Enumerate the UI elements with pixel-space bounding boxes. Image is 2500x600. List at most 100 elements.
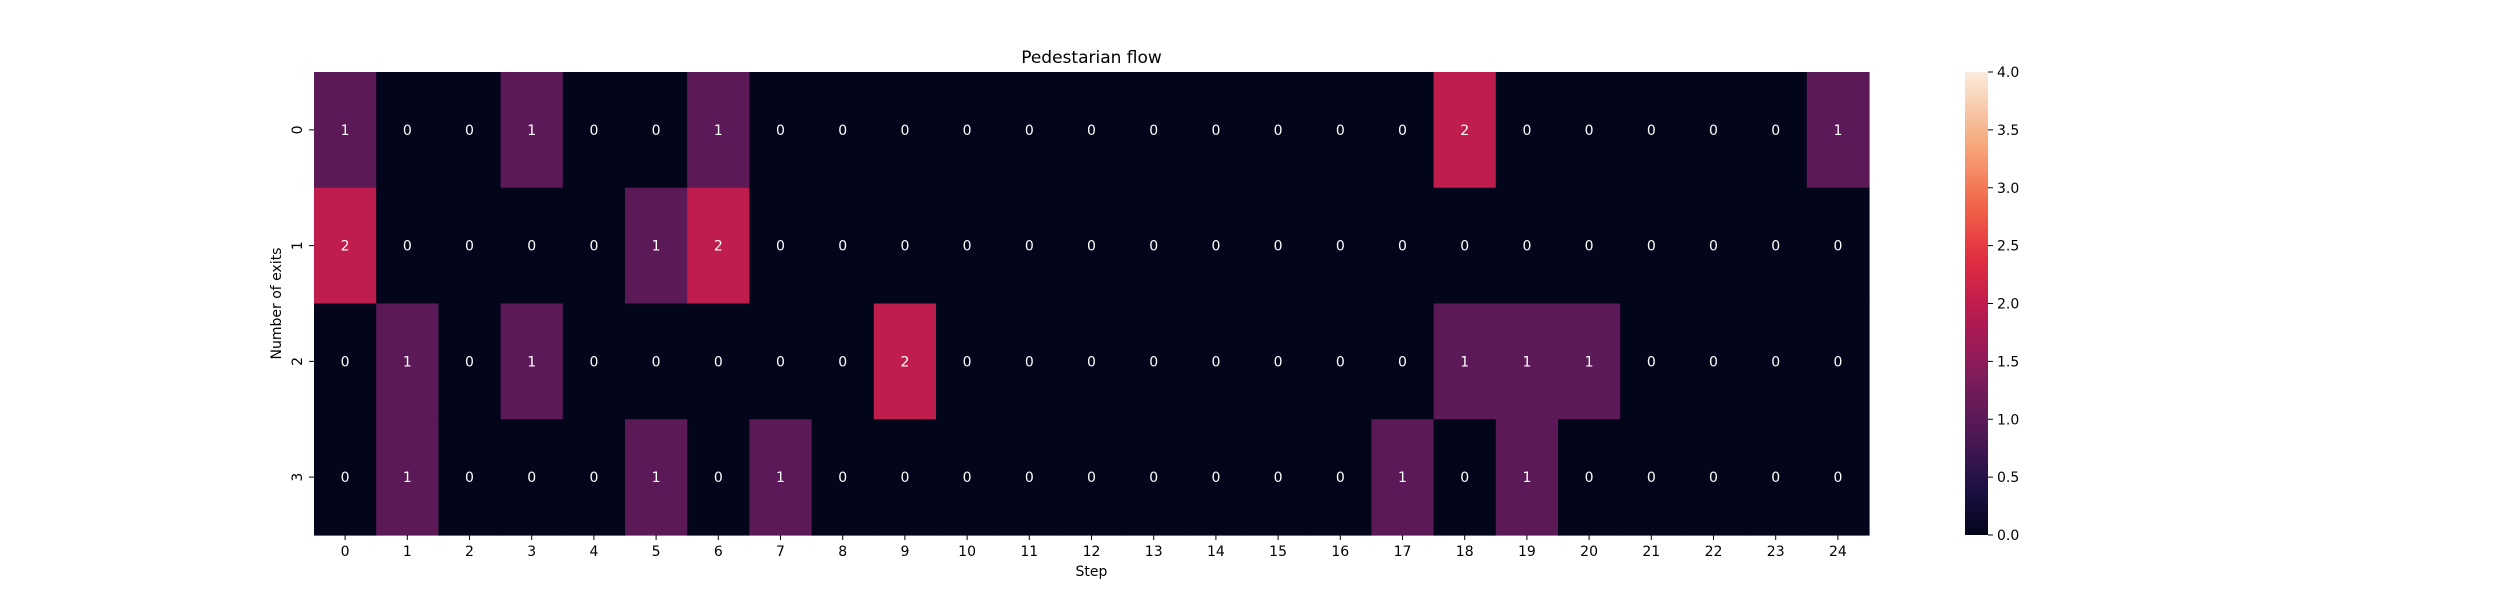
cell-value-label: 0 bbox=[1585, 470, 1594, 486]
heatmap-cell bbox=[811, 303, 875, 420]
cell-value-label: 0 bbox=[1149, 123, 1158, 139]
cell-value-label: 0 bbox=[589, 123, 598, 139]
x-tick-label: 5 bbox=[652, 544, 661, 560]
cell-value-label: 0 bbox=[1087, 239, 1096, 255]
colorbar-tick-label: 2.0 bbox=[1997, 297, 2019, 313]
y-tick-label: 0 bbox=[290, 125, 306, 134]
cell-value-label: 0 bbox=[1709, 354, 1718, 370]
heatmap-cell bbox=[438, 303, 502, 420]
heatmap-cell bbox=[1060, 303, 1124, 420]
heatmap-cell bbox=[1558, 419, 1621, 536]
heatmap-cell bbox=[1122, 72, 1186, 189]
cell-value-label: 0 bbox=[1522, 239, 1531, 255]
heatmap-cell bbox=[1806, 419, 1870, 536]
heatmap-cell bbox=[1309, 303, 1372, 420]
heatmap-cell bbox=[562, 303, 626, 420]
cell-value-label: 0 bbox=[1771, 354, 1780, 370]
cell-value-label: 0 bbox=[1709, 470, 1718, 486]
x-tick-label: 17 bbox=[1394, 544, 1412, 560]
cell-value-label: 0 bbox=[1771, 470, 1780, 486]
cell-value-label: 0 bbox=[1336, 123, 1345, 139]
cell-value-label: 0 bbox=[527, 470, 536, 486]
heatmap-cell bbox=[1558, 303, 1621, 420]
heatmap-cell bbox=[438, 419, 502, 536]
heatmap-cell bbox=[1309, 187, 1372, 305]
heatmap-cell bbox=[1184, 303, 1248, 420]
cell-value-label: 0 bbox=[963, 239, 972, 255]
heatmap-cell bbox=[625, 72, 688, 189]
colorbar-tick-label: 0.5 bbox=[1997, 470, 2019, 486]
cell-value-label: 0 bbox=[1274, 123, 1283, 139]
cell-value-label: 0 bbox=[1585, 239, 1594, 255]
x-tick-label: 12 bbox=[1083, 544, 1101, 560]
heatmap-cell bbox=[936, 72, 999, 189]
cell-value-label: 1 bbox=[652, 470, 661, 486]
heatmap-cell bbox=[687, 72, 750, 189]
chart-title: Pedestarian flow bbox=[1021, 48, 1162, 68]
cell-value-label: 0 bbox=[1647, 470, 1656, 486]
heatmap-cell bbox=[1744, 419, 1808, 536]
cell-value-label: 1 bbox=[1460, 354, 1469, 370]
heatmap-cell bbox=[500, 303, 564, 420]
heatmap-cell bbox=[749, 72, 813, 189]
heatmap-cell bbox=[1682, 419, 1746, 536]
heatmap-cell bbox=[936, 303, 999, 420]
heatmap-cell bbox=[998, 72, 1061, 189]
heatmap-cell bbox=[1309, 72, 1372, 189]
colorbar-ticks: 0.0 0.5 1.0 1.5 2.0 2.5 3.0 3.5 4.0 bbox=[1988, 65, 2019, 544]
x-tick-label: 2 bbox=[465, 544, 474, 560]
heatmap-cell bbox=[314, 303, 377, 420]
x-tick-label: 4 bbox=[589, 544, 598, 560]
heatmap-cell bbox=[998, 419, 1061, 536]
cell-value-label: 1 bbox=[403, 470, 412, 486]
heatmap-cell bbox=[1433, 419, 1497, 536]
cell-value-label: 2 bbox=[714, 239, 723, 255]
cell-value-label: 1 bbox=[1522, 354, 1531, 370]
x-tick-label: 13 bbox=[1145, 544, 1163, 560]
cell-value-label: 0 bbox=[341, 470, 350, 486]
cell-value-label: 0 bbox=[341, 354, 350, 370]
cell-value-label: 0 bbox=[776, 239, 785, 255]
cell-value-label: 0 bbox=[1460, 239, 1469, 255]
cell-value-label: 0 bbox=[838, 354, 847, 370]
x-tick-label: 3 bbox=[527, 544, 536, 560]
cell-value-label: 0 bbox=[465, 123, 474, 139]
cell-value-label: 0 bbox=[1647, 354, 1656, 370]
colorbar-tick-label: 3.5 bbox=[1997, 123, 2019, 139]
cell-value-label: 1 bbox=[527, 354, 536, 370]
heatmap-cell bbox=[1247, 419, 1310, 536]
cell-value-label: 0 bbox=[1833, 239, 1842, 255]
heatmap-cell bbox=[625, 303, 688, 420]
cell-value-label: 2 bbox=[341, 239, 350, 255]
cell-value-label: 0 bbox=[900, 470, 909, 486]
x-tick-label: 6 bbox=[714, 544, 723, 560]
cell-value-label: 1 bbox=[776, 470, 785, 486]
heatmap-cell bbox=[749, 187, 813, 305]
y-axis-label: Number of exits bbox=[269, 248, 285, 360]
cell-value-label: 0 bbox=[403, 123, 412, 139]
cell-value-label: 0 bbox=[465, 354, 474, 370]
heatmap-cell bbox=[749, 303, 813, 420]
y-tick-label: 1 bbox=[290, 241, 306, 250]
cell-value-label: 0 bbox=[838, 239, 847, 255]
cell-value-label: 0 bbox=[1647, 123, 1656, 139]
cell-value-label: 0 bbox=[1460, 470, 1469, 486]
cell-value-label: 0 bbox=[1087, 123, 1096, 139]
heatmap-cell bbox=[1122, 187, 1186, 305]
cell-value-label: 0 bbox=[1522, 123, 1531, 139]
heatmap-cell bbox=[1682, 72, 1746, 189]
cell-value-label: 0 bbox=[838, 470, 847, 486]
heatmap-cell bbox=[1060, 419, 1124, 536]
heatmap-cell bbox=[873, 187, 937, 305]
heatmap-cell bbox=[1247, 72, 1310, 189]
cell-value-label: 0 bbox=[1149, 354, 1158, 370]
cell-value-label: 0 bbox=[1211, 239, 1220, 255]
x-tick-label: 20 bbox=[1580, 544, 1598, 560]
x-tick-label: 16 bbox=[1331, 544, 1349, 560]
x-tick-label: 8 bbox=[838, 544, 847, 560]
heatmap-cell bbox=[936, 419, 999, 536]
heatmap-cell bbox=[1806, 303, 1870, 420]
heatmap-cell bbox=[749, 419, 813, 536]
x-tick-label: 21 bbox=[1642, 544, 1660, 560]
